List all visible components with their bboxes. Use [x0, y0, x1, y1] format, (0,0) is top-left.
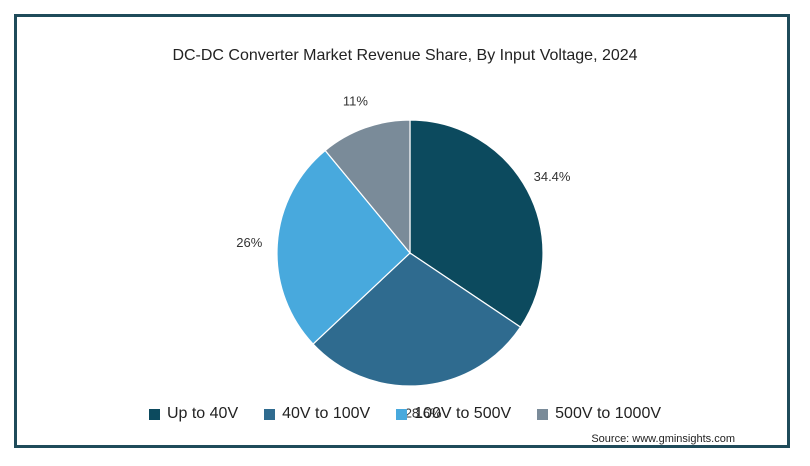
slice-label-2: 28.6%: [405, 405, 442, 420]
legend-item-1: Up to 40V: [148, 405, 239, 423]
legend-swatch-2: [264, 408, 276, 420]
chart-title: DC-DC Converter Market Revenue Share, By…: [172, 47, 638, 64]
source-note: Source: www.gminsights.com: [591, 433, 735, 445]
legend-label-3: 100V to 500V: [414, 405, 512, 422]
pie-slice-3: [276, 149, 411, 345]
legend-item-4: 500V to 1000V: [537, 405, 661, 423]
legend-item-2: 40V to 100V: [264, 405, 370, 423]
legend-swatch-1: [148, 408, 160, 420]
legend-label-2: 40V to 100V: [282, 405, 371, 422]
pie-slice-2: [312, 252, 522, 387]
legend-label-1: Up to 40V: [166, 405, 239, 422]
chart-frame: DC-DC Converter Market Revenue Share, By…: [14, 14, 790, 448]
slice-label-3: 26%: [236, 235, 262, 250]
pie-chart: 34.4% 28.6% 26% 11%: [236, 94, 571, 421]
pie-slice-1: [409, 119, 544, 328]
chart-legend: Up to 40V 40V to 100V 100V to 500V 500V to …: [17, 405, 793, 423]
pie-slice-4: [324, 119, 411, 255]
legend-swatch-4: [537, 408, 549, 420]
slice-label-1: 34.4%: [534, 169, 571, 184]
legend-swatch-3: [396, 408, 408, 420]
legend-label-4: 500V to 1000V: [555, 405, 662, 422]
legend-item-3: 100V to 500V: [396, 405, 511, 423]
slice-label-4: 11%: [343, 94, 368, 109]
